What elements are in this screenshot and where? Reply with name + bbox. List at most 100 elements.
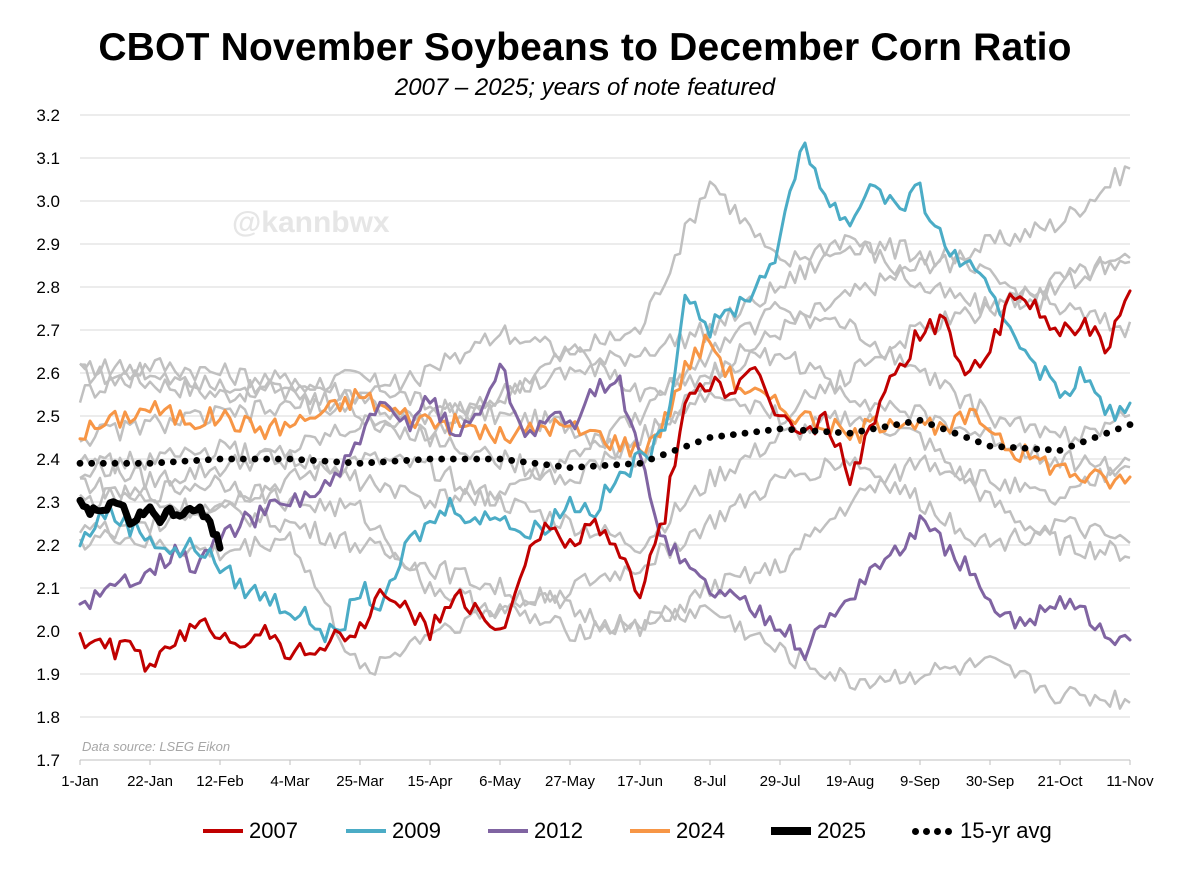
legend-item-2025: 2025 [771, 818, 866, 844]
avg-dot [881, 423, 889, 431]
avg-dot [648, 455, 656, 463]
avg-dot [251, 455, 259, 463]
avg-dot [438, 455, 446, 463]
avg-dot [403, 457, 411, 464]
avg-dot [169, 458, 177, 466]
avg-dot [811, 427, 819, 435]
avg-dot [578, 463, 586, 471]
avg-dot [298, 456, 306, 464]
legend-label: 2012 [534, 818, 583, 843]
legend-label: 2025 [817, 818, 866, 843]
x-tick-label: 19-Aug [826, 773, 874, 790]
legend-swatch [346, 829, 386, 833]
avg-dot [1114, 425, 1122, 433]
y-tick-label: 2.7 [36, 321, 60, 340]
avg-dot [333, 458, 341, 466]
avg-dot [858, 427, 866, 435]
y-tick-label: 3.1 [36, 149, 60, 168]
avg-dot [356, 459, 364, 467]
avg-dot [368, 459, 376, 466]
avg-dot [904, 419, 912, 426]
y-tick-label: 1.8 [36, 708, 60, 727]
avg-dot [893, 421, 901, 428]
x-tick-label: 1-Jan [61, 773, 99, 790]
y-tick-label: 2.0 [36, 622, 60, 641]
legend-label: 2007 [249, 818, 298, 843]
avg-dot [158, 459, 166, 466]
legend-item-avg: 15-yr avg [912, 818, 1052, 844]
avg-dot [974, 438, 982, 446]
background-series [78, 165, 1132, 710]
avg-dot [776, 425, 784, 433]
x-tick-label: 21-Oct [1037, 773, 1083, 790]
x-tick-label: 4-Mar [270, 773, 309, 790]
avg-dot [951, 429, 959, 437]
legend-swatch [912, 826, 952, 836]
avg-dot [228, 455, 236, 463]
avg-dot [939, 425, 947, 433]
legend-swatch [488, 829, 528, 833]
avg-dot [181, 457, 189, 465]
avg-dot [718, 432, 726, 440]
avg-dot [473, 455, 481, 463]
series-line-other [78, 180, 1131, 448]
x-tick-label: 11-Nov [1106, 773, 1154, 790]
avg-dot [1033, 445, 1041, 453]
avg-dot [869, 425, 877, 433]
avg-dot [834, 429, 842, 436]
avg-dot [1103, 429, 1111, 437]
avg-dot [1021, 444, 1029, 452]
avg-dot [146, 459, 154, 467]
avg-dot [823, 428, 831, 436]
series-line-other [78, 456, 1131, 676]
avg-dot [963, 434, 971, 441]
avg-dot [239, 455, 247, 463]
y-axis-ticks: 3.2 3.1 3.0 2.9 2.8 2.7 2.6 2.5 2.4 2.3 2.2 2.1 2.0 1… [36, 106, 60, 770]
avg-dot [928, 421, 936, 428]
avg-dot [286, 455, 294, 463]
avg-dot [216, 455, 224, 463]
x-tick-label: 6-May [479, 773, 521, 790]
avg-dot [321, 457, 329, 465]
featured-series [76, 141, 1134, 673]
avg-dot [764, 426, 772, 434]
x-tick-label: 8-Jul [694, 773, 727, 790]
x-tick-label: 22-Jan [127, 773, 173, 790]
y-tick-label: 2.2 [36, 536, 60, 555]
chart-canvas: 3.2 3.1 3.0 2.9 2.8 2.7 2.6 2.5 2.4 2.3 2.2 2.1 2.0 1… [36, 106, 1154, 790]
avg-dot [484, 455, 492, 463]
y-tick-label: 2.8 [36, 278, 60, 297]
x-tick-label: 12-Feb [196, 773, 244, 790]
data-source-note: Data source: LSEG Eikon [82, 739, 230, 754]
legend-item-2024: 2024 [630, 818, 725, 844]
series-line-2025 [76, 496, 224, 552]
series-line-other [79, 474, 1131, 710]
legend-item-2007: 2007 [203, 818, 298, 844]
avg-dot [274, 455, 282, 463]
x-tick-label: 15-Apr [407, 773, 452, 790]
avg-dot [193, 457, 201, 464]
series-line-2012 [78, 362, 1132, 661]
avg-dot [694, 438, 702, 446]
x-axis-ticks: 1-Jan 22-Jan 12-Feb 4-Mar 25-Mar 15-Apr 6-May 2… [61, 760, 1154, 790]
x-tick-label: 27-May [545, 773, 596, 790]
avg-dot [554, 462, 562, 470]
avg-dot [204, 456, 212, 464]
avg-dot [1126, 421, 1134, 428]
avg-dot [706, 434, 714, 441]
y-tick-label: 1.9 [36, 665, 60, 684]
avg-dot [986, 442, 994, 450]
x-tick-label: 25-Mar [336, 773, 384, 790]
avg-dot [799, 426, 807, 434]
legend-item-2009: 2009 [346, 818, 441, 844]
y-tick-label: 2.9 [36, 235, 60, 254]
avg-dot [998, 443, 1006, 451]
chart-subtitle: 2007 – 2025; years of note featured [394, 74, 776, 101]
legend-swatch [630, 829, 670, 833]
avg-dot [309, 457, 317, 464]
avg-dot [1044, 446, 1052, 454]
legend-swatch [771, 827, 811, 835]
avg-dot [88, 459, 96, 467]
x-tick-label: 17-Jun [617, 773, 663, 790]
avg-dot [543, 461, 551, 469]
